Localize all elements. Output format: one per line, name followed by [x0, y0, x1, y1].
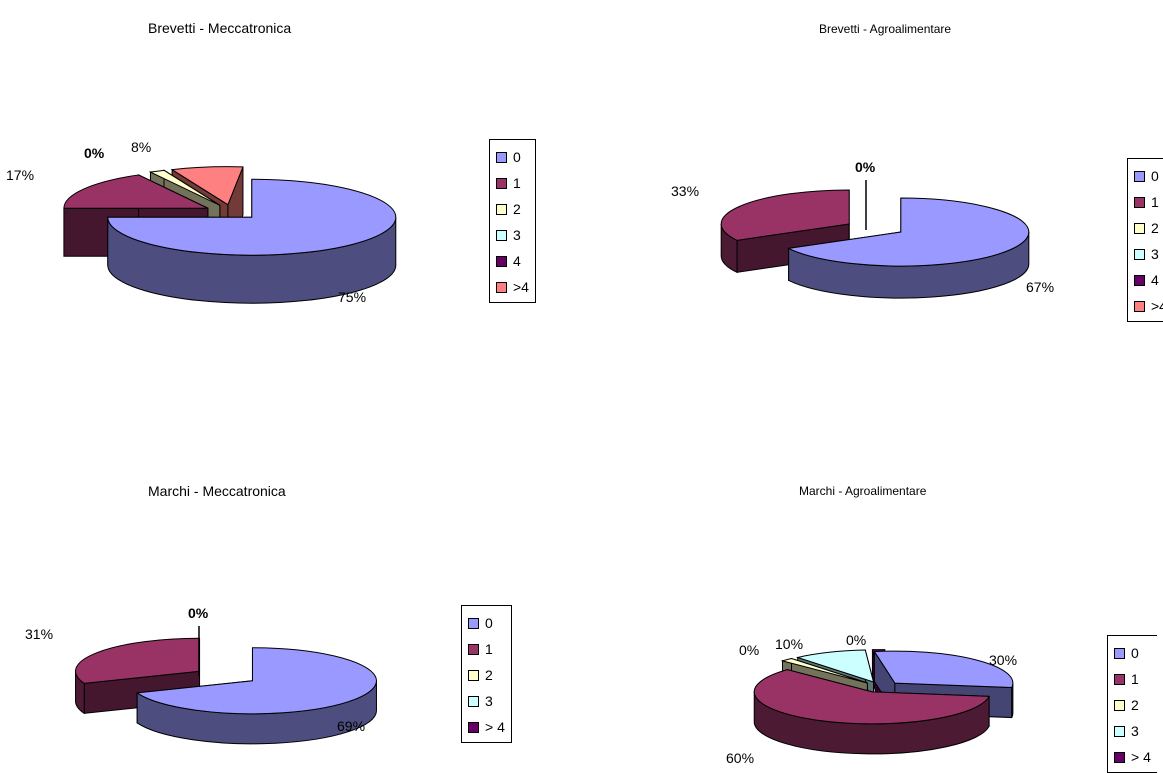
- chart-marchi-agroalimentare: Marchi - Agroalimentare 30% 60% 0% 10% 0% 0 1…: [581, 381, 1163, 765]
- data-label: 17%: [6, 167, 34, 183]
- legend-swatch: [1114, 700, 1125, 711]
- legend-swatch: [468, 618, 479, 629]
- data-label: 30%: [989, 652, 1017, 668]
- legend-label: 4: [513, 253, 521, 269]
- data-label: 75%: [338, 289, 366, 305]
- legend-item: 3: [1114, 718, 1151, 744]
- legend-item: 1: [1134, 189, 1163, 215]
- legend-swatch: [1114, 726, 1125, 737]
- data-label: 0%: [84, 145, 105, 161]
- legend: 0 1 2 3 4 >4: [489, 139, 536, 303]
- legend-label: >4: [1151, 298, 1163, 314]
- legend-swatch: [468, 670, 479, 681]
- legend-swatch: [496, 230, 507, 241]
- legend-label: 0: [1131, 645, 1139, 661]
- legend-item: 3: [496, 222, 529, 248]
- legend-item: 3: [1134, 241, 1163, 267]
- data-label: 69%: [337, 718, 365, 734]
- legend-label: 1: [485, 641, 493, 657]
- legend-item: 1: [468, 636, 505, 662]
- chart-brevetti-meccatronica: Brevetti - Meccatronica 75% 17% 0% 8% 0 1 2 3 4…: [0, 0, 580, 380]
- legend-swatch: [496, 256, 507, 267]
- legend-swatch: [1134, 197, 1145, 208]
- legend-item: >4: [496, 274, 529, 300]
- chart-brevetti-agroalimentare: Brevetti - Agroalimentare 67% 33% 0% 0 1 2 3 4…: [581, 0, 1163, 380]
- legend-swatch: [1114, 674, 1125, 685]
- legend-swatch: [1114, 752, 1125, 763]
- legend-label: 4: [1151, 272, 1159, 288]
- data-label: 8%: [131, 139, 151, 155]
- legend-label: 0: [1151, 168, 1159, 184]
- legend: 0 1 2 3 4 >4: [1127, 158, 1163, 322]
- data-label: 0%: [739, 642, 759, 658]
- legend-swatch: [496, 178, 507, 189]
- legend-label: >4: [513, 279, 529, 295]
- data-label: 0%: [855, 159, 876, 175]
- legend-swatch: [1134, 275, 1145, 286]
- legend-swatch: [468, 696, 479, 707]
- legend-item: 0: [468, 610, 505, 636]
- pie-3d: 30% 60% 0% 10% 0%: [581, 381, 1163, 765]
- legend-item: 0: [496, 144, 529, 170]
- data-label: 31%: [25, 626, 53, 642]
- legend-item: > 4: [468, 714, 505, 740]
- legend-label: 0: [513, 149, 521, 165]
- legend-item: 0: [1114, 640, 1151, 666]
- data-label: 0%: [188, 605, 209, 621]
- legend-item: 3: [468, 688, 505, 714]
- legend-label: 2: [513, 201, 521, 217]
- legend-label: 3: [1131, 723, 1139, 739]
- legend-swatch: [1114, 648, 1125, 659]
- legend: 0 1 2 3 > 4: [1107, 635, 1157, 773]
- legend-label: 2: [1131, 697, 1139, 713]
- legend-label: > 4: [1131, 749, 1151, 765]
- legend-swatch: [1134, 223, 1145, 234]
- legend-label: 1: [1131, 671, 1139, 687]
- legend-swatch: [1134, 301, 1145, 312]
- legend-label: 1: [1151, 194, 1159, 210]
- legend-label: 3: [1151, 246, 1159, 262]
- legend-label: 2: [1151, 220, 1159, 236]
- legend-label: 3: [485, 693, 493, 709]
- data-label: 0%: [846, 632, 866, 648]
- legend-label: 0: [485, 615, 493, 631]
- legend-label: 1: [513, 175, 521, 191]
- chart-marchi-meccatronica: Marchi - Meccatronica 69% 31% 0% 0 1 2 3 > 4: [0, 381, 580, 765]
- legend: 0 1 2 3 > 4: [461, 605, 512, 743]
- legend-item: 2: [1114, 692, 1151, 718]
- data-label: 33%: [671, 183, 699, 199]
- legend-item: > 4: [1114, 744, 1151, 770]
- legend-item: 1: [1114, 666, 1151, 692]
- legend-item: 2: [1134, 215, 1163, 241]
- data-label: 60%: [726, 750, 754, 766]
- legend-swatch: [1134, 171, 1145, 182]
- legend-item: 0: [1134, 163, 1163, 189]
- pie-3d: 67% 33% 0%: [581, 0, 1163, 380]
- legend-item: 2: [496, 196, 529, 222]
- legend-label: 2: [485, 667, 493, 683]
- legend-item: >4: [1134, 293, 1163, 319]
- data-label: 10%: [775, 636, 803, 652]
- data-label: 67%: [1026, 279, 1054, 295]
- legend-swatch: [468, 722, 479, 733]
- legend-item: 1: [496, 170, 529, 196]
- legend-swatch: [1134, 249, 1145, 260]
- legend-item: 2: [468, 662, 505, 688]
- legend-swatch: [468, 644, 479, 655]
- legend-label: 3: [513, 227, 521, 243]
- legend-item: 4: [1134, 267, 1163, 293]
- legend-swatch: [496, 204, 507, 215]
- legend-swatch: [496, 152, 507, 163]
- legend-item: 4: [496, 248, 529, 274]
- legend-swatch: [496, 282, 507, 293]
- legend-label: > 4: [485, 719, 505, 735]
